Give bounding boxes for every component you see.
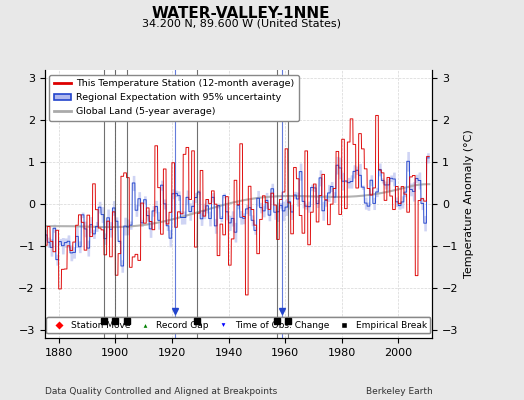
Y-axis label: Temperature Anomaly (°C): Temperature Anomaly (°C)	[464, 130, 474, 278]
Text: 34.200 N, 89.600 W (United States): 34.200 N, 89.600 W (United States)	[141, 18, 341, 28]
Text: WATER-VALLEY-1NNE: WATER-VALLEY-1NNE	[152, 6, 330, 21]
Legend: Station Move, Record Gap, Time of Obs. Change, Empirical Break: Station Move, Record Gap, Time of Obs. C…	[47, 317, 430, 334]
Text: Data Quality Controlled and Aligned at Breakpoints: Data Quality Controlled and Aligned at B…	[45, 387, 277, 396]
Text: Berkeley Earth: Berkeley Earth	[366, 387, 432, 396]
